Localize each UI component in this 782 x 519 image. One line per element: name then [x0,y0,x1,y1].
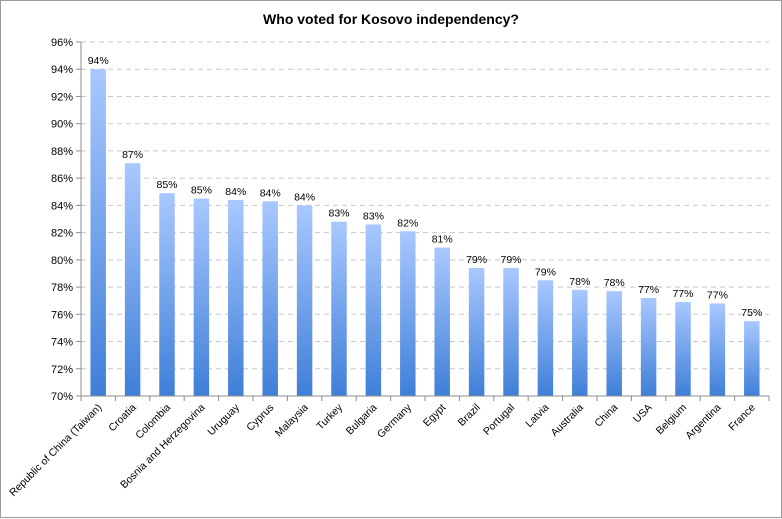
x-tick-label: Republic of China (Taiwan) [7,402,104,499]
data-label: 81% [432,234,453,246]
y-tick-label: 80% [51,255,73,267]
bar [572,289,588,396]
x-tick-label: Argentina [683,402,723,442]
y-tick-label: 88% [51,146,73,158]
data-label: 78% [569,276,590,288]
data-label: 85% [191,185,212,197]
y-tick-label: 92% [51,91,73,103]
chart-title: Who voted for Kosovo independency? [263,11,519,27]
data-label: 84% [225,186,246,198]
data-label: 83% [328,208,349,220]
y-tick-label: 82% [51,228,73,240]
y-tick-label: 86% [51,173,73,185]
data-label: 85% [156,179,177,191]
bar [365,224,382,396]
bar [262,201,278,396]
data-label: 77% [672,288,693,300]
data-label: 78% [604,277,625,289]
x-tick-label: Malaysia [273,402,311,440]
bar [434,247,450,396]
y-tick-label: 78% [51,282,73,294]
data-label: 77% [638,284,659,296]
data-label: 79% [500,254,521,266]
data-label: 94% [88,55,109,67]
x-tick-label: Australia [549,402,586,439]
data-label: 77% [707,289,728,301]
x-tick-label: Germany [375,401,415,441]
bar [503,268,519,396]
y-tick-label: 94% [51,64,73,76]
x-tick-label: Uruguay [205,401,242,438]
bar [193,198,210,396]
bar [537,280,554,396]
bar [468,268,485,396]
data-label: 79% [535,266,556,278]
y-tick-label: 84% [51,200,73,212]
data-label: 84% [294,191,315,203]
bar [124,163,141,396]
y-tick-label: 90% [51,119,73,131]
bar [296,205,313,396]
bar [709,303,726,396]
bar [228,199,244,396]
data-label: 82% [397,217,418,229]
y-tick-label: 72% [51,364,73,376]
bar [159,193,175,396]
x-tick-label: Croatia [106,402,139,435]
y-tick-label: 76% [51,309,73,321]
x-tick-label: Cyprus [244,402,276,434]
y-tick-label: 70% [51,391,73,403]
x-tick-label: Latvia [523,402,551,430]
x-tick-label: China [592,402,620,430]
y-tick-label: 74% [51,337,73,349]
x-tick-label: Turkey [314,401,345,432]
data-label: 75% [741,307,762,319]
bar [675,302,691,396]
x-tick-label: USA [631,402,655,426]
bar [331,221,347,396]
x-tick-label: Brazil [456,402,483,429]
bar [606,291,622,396]
data-label: 87% [122,149,143,161]
data-label: 83% [363,210,384,222]
y-tick-label: 96% [51,37,73,49]
bar [744,321,760,396]
x-tick-label: Egypt [421,402,449,430]
bar [90,69,106,396]
x-tick-label: France [726,402,758,434]
data-label: 79% [466,254,487,266]
bar [400,231,416,396]
data-label: 84% [260,187,281,199]
bar [640,297,657,396]
x-tick-label: Portugal [481,402,517,438]
